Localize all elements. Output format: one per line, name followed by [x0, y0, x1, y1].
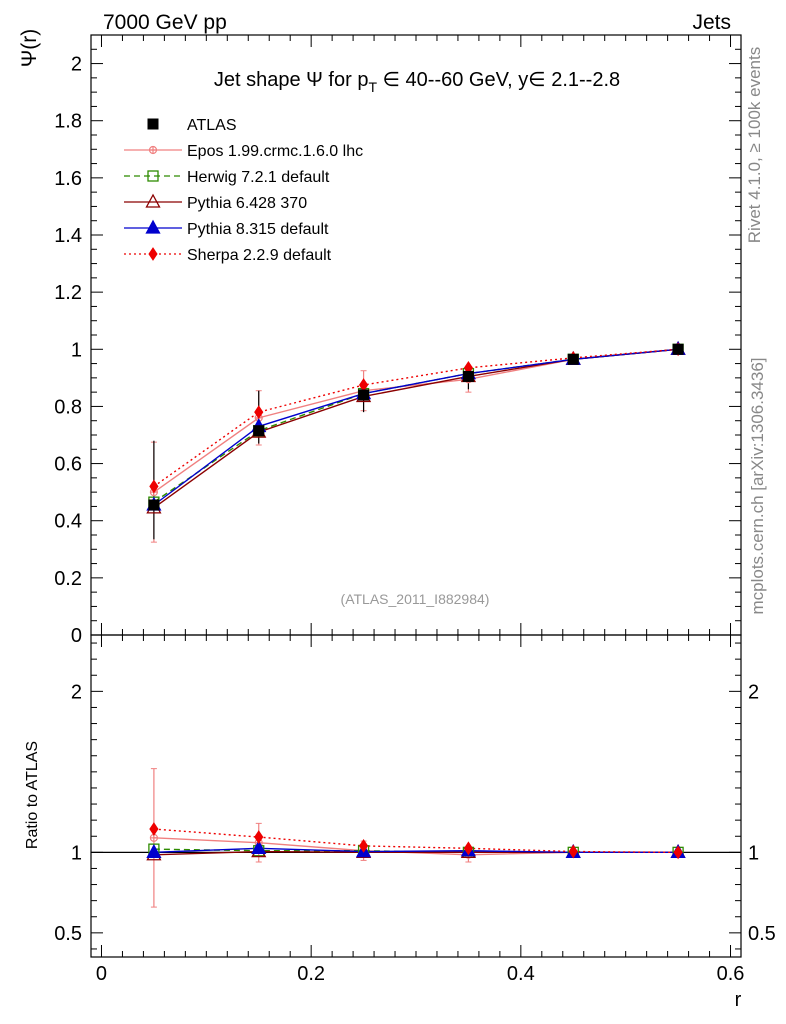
title-post: ∈ 40--60 GeV, y∈ 2.1--2.8 — [377, 69, 620, 91]
legend-label-1: Herwig 7.2.1 default — [187, 169, 330, 186]
y-tick-label-main: 0.2 — [54, 568, 82, 590]
series-4-ratio-marker — [149, 822, 159, 836]
series-3-ratio-marker — [251, 839, 267, 854]
y-tick-label-ratio-right: 2 — [748, 681, 759, 703]
y-tick-label-main: 0.6 — [54, 454, 82, 476]
y-tick-label-main: 1 — [71, 339, 82, 361]
series-4-marker — [254, 405, 264, 420]
data-point — [358, 389, 370, 401]
y-tick-label-main: 2 — [71, 54, 82, 76]
series-3-ratio-marker — [146, 843, 162, 858]
series-1-line — [153, 348, 679, 503]
y-tick-label-main: 1.6 — [54, 168, 82, 190]
header-left: 7000 GeV pp — [103, 11, 227, 34]
legend-label-0: Epos 1.99.crmc.1.6.0 lhc — [187, 143, 363, 160]
series-4-ratio-marker — [463, 841, 474, 856]
mcplots-label: mcplots.cern.ch [arXiv:1306.3436] — [748, 357, 767, 614]
series-3-ratio-line — [153, 847, 679, 854]
ratio-plot-area: 0 0.2 0.4 0.60.5 0.51 12 2 — [54, 634, 776, 985]
y-tick-label-ratio-right: 1 — [748, 842, 759, 864]
series-2-line — [153, 348, 679, 509]
legend-label-2: Pythia 6.428 370 — [187, 195, 307, 212]
series-4-ratio-marker — [673, 845, 683, 860]
rivet-label: Rivet 4.1.0, ≥ 100k events — [745, 47, 764, 243]
header-right: Jets — [692, 11, 731, 34]
x-tick-label: 0.6 — [717, 963, 745, 985]
series-4-ratio-marker — [568, 844, 578, 859]
y-tick-label-main: 0.8 — [54, 396, 82, 418]
y-axis-label-main: Ψ(r) — [18, 29, 41, 68]
legend-marker-0 — [148, 145, 158, 155]
x-tick-label: 0.4 — [507, 963, 535, 985]
legend: ATLAS Epos 1.99.crmc.1.6.0 lhc Herwig 7.2.… — [124, 117, 363, 264]
series-3-line — [153, 348, 679, 506]
y-tick-label-ratio: 0.5 — [54, 923, 82, 945]
y-tick-label-main: 0 — [71, 625, 82, 647]
y-tick-label-ratio: 2 — [71, 681, 82, 703]
y-tick-label-main: 1.2 — [54, 282, 82, 304]
title-pre: Jet shape Ψ for p — [214, 69, 369, 91]
x-axis-label: r — [735, 989, 742, 1011]
legend-label-data: ATLAS — [187, 117, 237, 134]
analysis-tag: (ATLAS_2011_I882984) — [341, 591, 490, 607]
y-tick-label-main: 1.8 — [54, 111, 82, 133]
data-point — [567, 353, 579, 365]
legend-marker-1 — [147, 170, 159, 182]
legend-label-4: Sherpa 2.2.9 default — [187, 247, 332, 264]
series-4-line — [153, 348, 679, 487]
y-tick-label-main: 1.4 — [54, 225, 82, 247]
title-sub: T — [368, 79, 377, 95]
series-4-ratio-marker — [358, 839, 369, 853]
y-tick-label-ratio-right: 0.5 — [748, 923, 776, 945]
ratio-frame — [90, 634, 742, 958]
data-point — [672, 343, 684, 355]
y-tick-label-ratio: 1 — [71, 842, 82, 864]
x-tick-label: 0.2 — [297, 963, 325, 985]
series-4-ratio-marker — [254, 830, 264, 844]
data-point — [253, 425, 265, 437]
y-tick-label-main: 0.4 — [54, 511, 82, 533]
y-axis-label-ratio: Ratio to ATLAS — [24, 741, 41, 849]
legend-marker-4 — [148, 247, 158, 261]
legend-marker-3 — [145, 219, 161, 234]
legend-label-3: Pythia 8.315 default — [187, 221, 329, 238]
data-point — [462, 370, 474, 382]
x-tick-label: 0 — [96, 963, 107, 985]
series-4-marker — [149, 479, 159, 494]
series-0-line — [153, 348, 679, 493]
data-point — [148, 499, 160, 511]
chart-title: Jet shape Ψ for pT ∈ 40--60 GeV, y∈ 2.1-… — [214, 69, 620, 95]
main-plot-area: 0 0.2 0.4 0.6 0.8 1 1.2 1.4 1.6 1.8 2 — [54, 34, 742, 957]
legend-marker-data — [147, 118, 159, 130]
legend-marker-2 — [145, 193, 161, 208]
